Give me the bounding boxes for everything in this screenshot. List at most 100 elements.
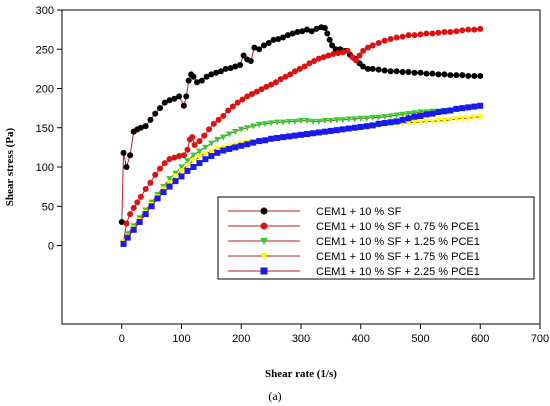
x-tick-label-0: 0 <box>119 333 125 345</box>
data-point-4-9 <box>172 178 179 185</box>
data-point-0-68 <box>417 69 424 76</box>
data-point-0-48 <box>321 25 328 32</box>
data-point-4-56 <box>453 105 460 112</box>
data-point-4-58 <box>465 104 472 111</box>
data-point-2-24 <box>261 121 269 128</box>
data-point-4-18 <box>226 145 233 152</box>
data-point-2-33 <box>315 118 323 125</box>
data-point-2-20 <box>237 126 245 133</box>
data-point-0-46 <box>313 25 320 32</box>
data-point-4-39 <box>351 124 358 131</box>
data-point-2-28 <box>285 118 293 125</box>
data-point-4-5 <box>148 203 155 210</box>
data-point-1-12 <box>171 154 178 161</box>
data-point-1-50 <box>344 47 351 54</box>
series-1 <box>120 25 484 245</box>
data-point-1-4 <box>134 199 141 206</box>
data-point-3-10 <box>178 168 185 175</box>
data-point-4-28 <box>286 133 293 140</box>
legend-marker-2 <box>260 237 268 245</box>
data-point-3-9 <box>172 173 179 180</box>
legend-label-4: CEM1 + 10 % SF + 2.25 % PCE1 <box>316 266 480 278</box>
data-point-0-42 <box>294 28 301 35</box>
data-point-2-48 <box>405 110 412 117</box>
x-tick-label-4: 400 <box>352 333 370 345</box>
data-point-1-11 <box>166 156 173 163</box>
data-point-0-27 <box>227 65 234 72</box>
series-0 <box>118 24 484 225</box>
data-point-4-54 <box>441 108 448 115</box>
data-point-2-49 <box>411 110 418 117</box>
data-point-1-6 <box>142 185 149 192</box>
y-tick-label-1: 50 <box>42 201 54 213</box>
data-point-4-51 <box>423 111 430 118</box>
data-point-0-40 <box>284 32 291 39</box>
data-point-3-8 <box>166 180 173 186</box>
data-point-3-57 <box>459 115 466 122</box>
data-point-4-15 <box>208 153 215 160</box>
data-point-4-45 <box>387 119 394 126</box>
data-point-4-37 <box>339 126 346 133</box>
data-point-4-31 <box>303 131 310 138</box>
data-point-2-12 <box>190 152 197 159</box>
data-point-0-15 <box>180 102 187 109</box>
data-point-1-57 <box>375 39 382 46</box>
data-point-1-30 <box>249 90 256 97</box>
data-point-2-37 <box>339 117 347 124</box>
data-point-2-11 <box>184 158 191 165</box>
y-tick-label-2: 100 <box>36 162 54 174</box>
data-point-0-44 <box>303 26 310 33</box>
data-point-0-37 <box>270 36 277 43</box>
data-point-1-62 <box>405 32 412 39</box>
data-point-4-30 <box>298 131 304 138</box>
data-point-2-10 <box>178 164 185 171</box>
data-point-0-11 <box>161 99 168 106</box>
data-point-2-15 <box>208 140 215 147</box>
data-point-2-13 <box>196 148 203 155</box>
data-point-0-12 <box>166 97 173 104</box>
data-point-0-69 <box>423 70 430 77</box>
data-point-0-14 <box>176 93 183 100</box>
data-point-1-42 <box>306 60 313 67</box>
data-point-4-12 <box>190 164 197 170</box>
data-point-0-26 <box>222 65 229 72</box>
data-point-4-16 <box>214 149 221 156</box>
data-point-4-13 <box>196 160 203 167</box>
data-point-1-43 <box>311 58 318 65</box>
data-point-4-57 <box>459 105 466 112</box>
data-point-4-47 <box>399 116 406 123</box>
data-point-2-44 <box>381 114 388 121</box>
data-point-0-25 <box>217 68 224 75</box>
y-tick-label-4: 200 <box>36 84 54 96</box>
data-point-0-8 <box>147 116 154 123</box>
data-point-1-26 <box>229 103 236 110</box>
data-point-2-34 <box>321 118 329 124</box>
data-point-3-14 <box>202 151 209 157</box>
data-point-1-37 <box>282 73 289 80</box>
data-point-3-53 <box>435 118 442 124</box>
data-point-0-66 <box>405 69 412 76</box>
data-point-3-56 <box>453 116 460 123</box>
y-tick-label-6: 300 <box>36 5 54 17</box>
legend-label-2: CEM1 + 10 % SF + 1.25 % PCE1 <box>316 236 480 248</box>
data-point-4-49 <box>411 113 418 120</box>
data-point-0-29 <box>237 61 244 68</box>
data-point-2-17 <box>220 134 227 141</box>
y-tick-label-5: 250 <box>36 44 54 56</box>
legend: CEM1 + 10 % SF CEM1 + 10 % SF + 0.75 % PC… <box>217 196 535 280</box>
x-axis-label: Shear rate (1/s) <box>265 368 337 380</box>
data-point-1-46 <box>325 52 332 59</box>
data-point-2-36 <box>333 117 341 124</box>
data-point-4-42 <box>369 122 376 129</box>
data-point-0-77 <box>471 72 478 79</box>
data-point-2-22 <box>249 123 257 130</box>
y-tick-label-3: 150 <box>36 123 54 135</box>
data-point-0-73 <box>447 72 454 79</box>
data-point-0-30 <box>240 52 247 59</box>
data-point-1-63 <box>411 32 418 39</box>
data-point-0-22 <box>203 73 210 80</box>
data-point-4-41 <box>363 123 370 130</box>
legend-marker-4 <box>260 267 268 275</box>
data-point-4-11 <box>184 167 191 174</box>
data-point-4-46 <box>393 118 400 125</box>
